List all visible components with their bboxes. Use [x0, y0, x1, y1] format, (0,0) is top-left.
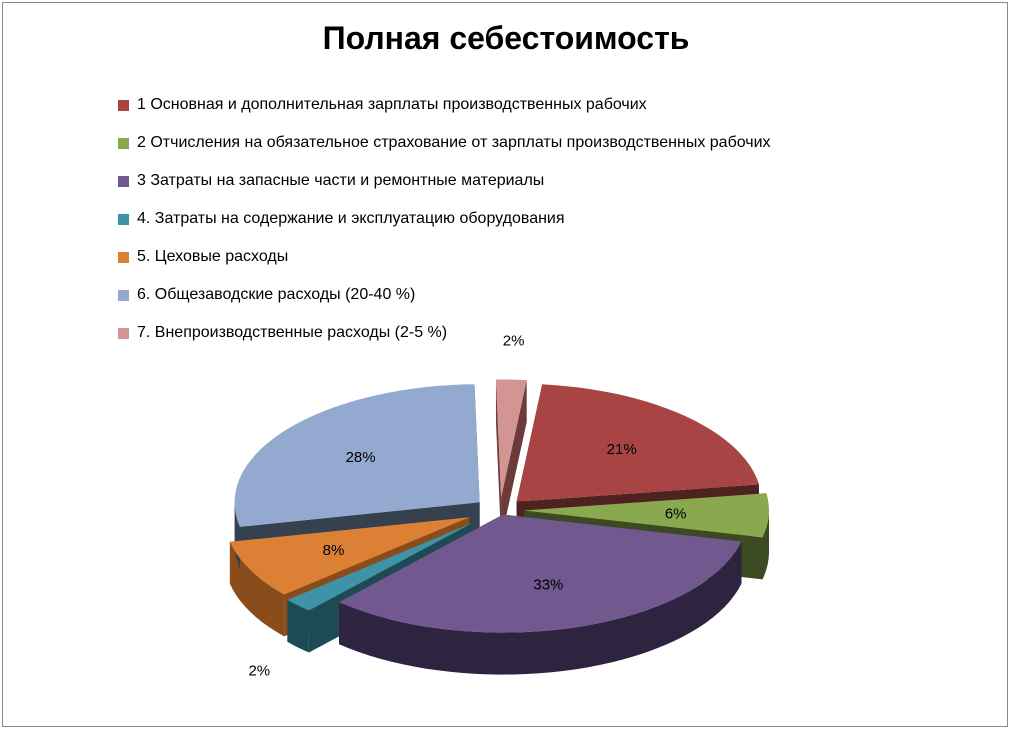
legend-label-1: 1 Основная и дополнительная зарплаты про… [137, 96, 647, 113]
legend-swatch-2 [118, 137, 129, 149]
pie-data-labels: 21% 6% 33% 2% 8% 28% 2% [248, 333, 686, 680]
legend-swatch-7 [118, 327, 129, 339]
legend-swatch-6 [118, 289, 129, 301]
pie-slice-7 [496, 379, 527, 498]
data-label-2: 6% [665, 506, 687, 523]
legend-label-5: 5. Цеховые расходы [137, 248, 289, 265]
legend-item-2: 2 Отчисления на обязательное страхование… [118, 124, 771, 162]
legend-swatch-4 [118, 213, 129, 225]
pie-slice-wall-7 [501, 380, 527, 540]
data-label-7: 2% [503, 333, 525, 350]
legend-swatch-5 [118, 251, 129, 263]
legend-item-5: 5. Цеховые расходы [118, 238, 771, 276]
legend-swatch-3 [118, 175, 129, 187]
pie-slice-3 [339, 514, 742, 633]
legend-label-2: 2 Отчисления на обязательное страхование… [137, 134, 771, 151]
pie-slice-4 [287, 522, 473, 611]
legend-label-4: 4. Затраты на содержание и эксплуатацию … [137, 210, 565, 227]
legend-item-4: 4. Затраты на содержание и эксплуатацию … [118, 200, 771, 238]
pie-slice-5 [229, 517, 470, 595]
legend-label-6: 6. Общезаводские расходы (20-40 %) [137, 286, 416, 303]
pie-slice-side-4 [287, 599, 309, 653]
legend-label-3: 3 Затраты на запасные части и ремонтные … [137, 172, 545, 189]
pie-slice-tops [229, 379, 769, 633]
data-label-5: 8% [323, 542, 345, 559]
legend-label-7: 7. Внепроизводственные расходы (2-5 %) [137, 324, 448, 341]
data-label-1: 21% [607, 441, 637, 458]
pie-slice-6 [234, 384, 480, 527]
pie-slice-side-3 [339, 541, 742, 675]
pie-slice-wall-7 [495, 379, 502, 540]
legend-item-1: 1 Основная и дополнительная зарплаты про… [118, 86, 771, 124]
pie-slice-1 [516, 384, 759, 502]
data-label-3: 33% [533, 576, 563, 593]
pie-slice-side-2 [762, 510, 769, 580]
pie-slice-side-5 [229, 541, 285, 637]
chart-title: Полная себестоимость [322, 20, 690, 56]
legend-item-7: 7. Внепроизводственные расходы (2-5 %) [118, 314, 771, 352]
legend-item-6: 6. Общезаводские расходы (20-40 %) [118, 276, 771, 314]
pie-slice-2 [523, 493, 769, 538]
chart-legend: 1 Основная и дополнительная зарплаты про… [118, 86, 771, 352]
legend-swatch-1 [118, 99, 129, 111]
legend-item-3: 3 Затраты на запасные части и ремонтные … [118, 162, 771, 200]
data-label-6: 28% [346, 449, 376, 466]
data-label-4: 2% [248, 663, 270, 680]
